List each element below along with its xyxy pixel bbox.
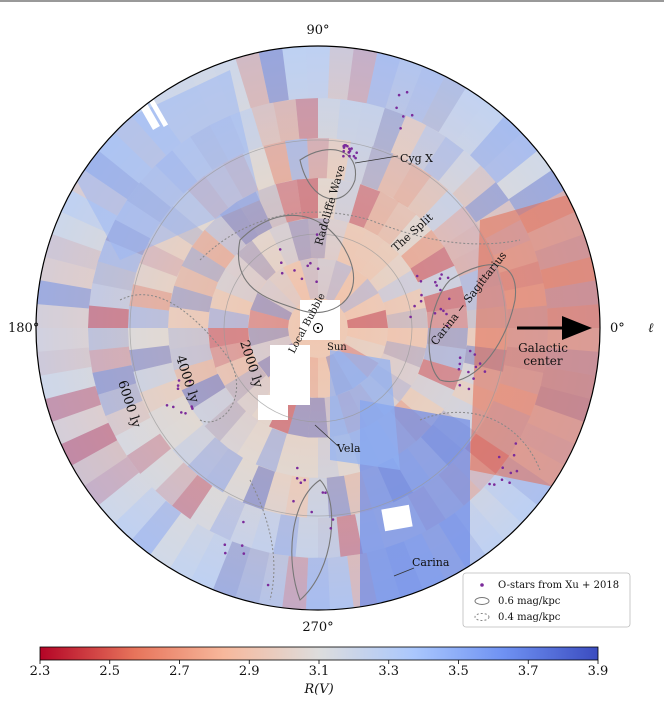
colorbar-tick-label: 3.9 <box>588 664 609 679</box>
sun-marker <box>313 323 323 333</box>
colorbar-ticks: 2.3 2.5 2.7 2.9 3.1 3.3 3.5 3.7 3.9 <box>30 660 609 679</box>
vela-blue-region <box>330 350 400 470</box>
legend-item-06: 0.6 mag/kpc <box>498 596 561 607</box>
upper-left-blue-region <box>60 70 260 260</box>
colorbar: 2.3 2.5 2.7 2.9 3.1 3.3 3.5 3.7 3.9 R(V) <box>30 646 609 697</box>
legend-item-04: 0.4 mag/kpc <box>498 612 561 623</box>
galactic-center-label-line2: center <box>523 354 562 368</box>
legend-item-ostars: O-stars from Xu + 2018 <box>498 580 619 591</box>
legend-ostar-symbol <box>480 583 484 587</box>
longitude-symbol: ℓ <box>648 321 654 336</box>
local-bubble-white <box>138 98 413 532</box>
angle-label-270: 270° <box>302 620 333 635</box>
legend-dotted-contour-symbol <box>474 613 490 621</box>
legend-solid-contour-symbol <box>474 597 490 605</box>
label-cyg-x: Cyg X <box>400 152 433 165</box>
colorbar-title: R(V) <box>303 682 333 697</box>
galactic-center-label-line1: Galactic <box>518 341 568 355</box>
label-vela: Vela <box>336 442 361 455</box>
angle-label-90: 90° <box>306 23 329 38</box>
colorbar-tick-label: 2.5 <box>99 664 120 679</box>
sun-label: Sun <box>327 342 347 353</box>
colorbar-tick-label: 3.1 <box>309 664 330 679</box>
colorbar-tick-label: 3.5 <box>448 664 469 679</box>
angle-label-0: 0° <box>610 321 625 336</box>
colorbar-tick-label: 2.3 <box>30 664 51 679</box>
angle-label-180: 180° <box>8 321 39 336</box>
colorbar-tick-label: 3.3 <box>378 664 399 679</box>
colorbar-tick-label: 2.7 <box>169 664 190 679</box>
legend: O-stars from Xu + 2018 0.6 mag/kpc 0.4 m… <box>462 572 631 628</box>
extinction-contours <box>237 149 517 601</box>
map-outline <box>35 45 601 611</box>
colorbar-tick-label: 2.9 <box>239 664 260 679</box>
colorbar-tick-label: 3.7 <box>518 664 539 679</box>
label-carina: Carina <box>412 556 450 569</box>
galactic-center-red-region <box>470 180 600 500</box>
o-star-markers <box>165 90 519 587</box>
colorbar-gradient <box>39 646 599 661</box>
extinction-contours-dotted <box>119 211 541 601</box>
